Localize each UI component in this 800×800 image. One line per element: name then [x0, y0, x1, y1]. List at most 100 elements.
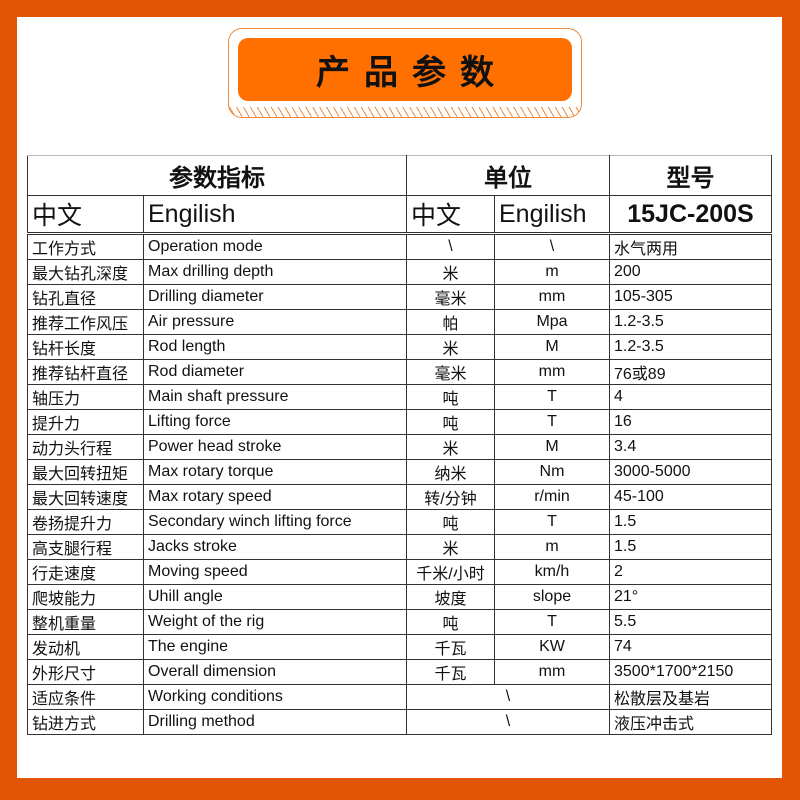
- cell-val: 21°: [609, 584, 772, 610]
- subheader-row: 中文 Engilish 中文 Engilish 15JC-200S: [27, 195, 772, 235]
- cell-val: 3000-5000: [609, 459, 772, 485]
- header-param: 参数指标: [27, 155, 407, 196]
- cell-en: Air pressure: [143, 309, 407, 335]
- spec-table: 参数指标 单位 型号 中文 Engilish 中文 Engilish 15JC-…: [27, 155, 772, 735]
- table-row: 推荐工作风压 Air pressure 帕 Mpa 1.2-3.5: [27, 309, 772, 335]
- cell-uen: \: [494, 233, 610, 260]
- cell-unit: \: [406, 684, 610, 710]
- cell-uen: T: [494, 384, 610, 410]
- cell-val: 3500*1700*2150: [609, 659, 772, 685]
- cell-ucn: 米: [406, 434, 495, 460]
- table-row: 钻孔直径 Drilling diameter 毫米 mm 105-305: [27, 284, 772, 310]
- cell-val: 水气两用: [609, 233, 772, 260]
- cell-en: Lifting force: [143, 409, 407, 435]
- cell-cn: 适应条件: [27, 684, 144, 710]
- subheader-cn: 中文: [27, 195, 144, 235]
- cell-ucn: 帕: [406, 309, 495, 335]
- cell-cn: 外形尺寸: [27, 659, 144, 685]
- cell-en: Working conditions: [143, 684, 407, 710]
- cell-uen: T: [494, 409, 610, 435]
- cell-ucn: 毫米: [406, 284, 495, 310]
- title-badge: 产品参数: [238, 38, 572, 101]
- cell-cn: 提升力: [27, 409, 144, 435]
- table-row: 卷扬提升力 Secondary winch lifting force 吨 T 1.5: [27, 509, 772, 535]
- cell-ucn: \: [406, 233, 495, 260]
- cell-val: 液压冲击式: [609, 709, 772, 735]
- cell-en: Weight of the rig: [143, 609, 407, 635]
- subheader-en: Engilish: [143, 195, 407, 235]
- subheader-model: 15JC-200S: [609, 195, 772, 235]
- cell-cn: 整机重量: [27, 609, 144, 635]
- cell-val: 16: [609, 409, 772, 435]
- cell-en: Overall dimension: [143, 659, 407, 685]
- cell-cn: 轴压力: [27, 384, 144, 410]
- header-row: 参数指标 单位 型号: [27, 155, 772, 196]
- cell-en: Operation mode: [143, 233, 407, 260]
- cell-uen: mm: [494, 359, 610, 385]
- cell-cn: 最大钻孔深度: [27, 259, 144, 285]
- cell-val: 105-305: [609, 284, 772, 310]
- cell-val: 45-100: [609, 484, 772, 510]
- cell-cn: 最大回转速度: [27, 484, 144, 510]
- table-row: 提升力 Lifting force 吨 T 16: [27, 409, 772, 435]
- cell-val: 1.2-3.5: [609, 334, 772, 360]
- cell-ucn: 吨: [406, 384, 495, 410]
- cell-ucn: 千瓦: [406, 634, 495, 660]
- cell-val: 2: [609, 559, 772, 585]
- table-row: 外形尺寸 Overall dimension 千瓦 mm 3500*1700*2150: [27, 659, 772, 685]
- cell-cn: 发动机: [27, 634, 144, 660]
- table-row: 轴压力 Main shaft pressure 吨 T 4: [27, 384, 772, 410]
- table-row: 适应条件 Working conditions \ 松散层及基岩: [27, 684, 772, 710]
- cell-en: Max rotary speed: [143, 484, 407, 510]
- cell-en: Moving speed: [143, 559, 407, 585]
- subheader-unit-en: Engilish: [494, 195, 610, 235]
- cell-val: 76或89: [609, 359, 772, 385]
- cell-ucn: 吨: [406, 409, 495, 435]
- cell-en: Max drilling depth: [143, 259, 407, 285]
- cell-ucn: 千米/小时: [406, 559, 495, 585]
- table-row: 最大回转扭矩 Max rotary torque 纳米 Nm 3000-5000: [27, 459, 772, 485]
- cell-cn: 卷扬提升力: [27, 509, 144, 535]
- cell-val: 4: [609, 384, 772, 410]
- cell-cn: 最大回转扭矩: [27, 459, 144, 485]
- cell-val: 200: [609, 259, 772, 285]
- cell-ucn: 吨: [406, 509, 495, 535]
- table-row: 钻杆长度 Rod length 米 M 1.2-3.5: [27, 334, 772, 360]
- cell-uen: Nm: [494, 459, 610, 485]
- header-model: 型号: [609, 155, 772, 196]
- cell-en: Drilling method: [143, 709, 407, 735]
- cell-ucn: 米: [406, 334, 495, 360]
- cell-cn: 高支腿行程: [27, 534, 144, 560]
- cell-cn: 钻进方式: [27, 709, 144, 735]
- cell-ucn: 米: [406, 259, 495, 285]
- cell-ucn: 米: [406, 534, 495, 560]
- cell-uen: KW: [494, 634, 610, 660]
- header-unit: 单位: [406, 155, 610, 196]
- table-row: 行走速度 Moving speed 千米/小时 km/h 2: [27, 559, 772, 585]
- table-row: 最大回转速度 Max rotary speed 转/分钟 r/min 45-100: [27, 484, 772, 510]
- cell-ucn: 转/分钟: [406, 484, 495, 510]
- cell-uen: T: [494, 509, 610, 535]
- table-row: 钻进方式 Drilling method \ 液压冲击式: [27, 709, 772, 735]
- cell-en: Rod diameter: [143, 359, 407, 385]
- table-row: 工作方式 Operation mode \ \ 水气两用: [27, 233, 772, 260]
- cell-en: Power head stroke: [143, 434, 407, 460]
- cell-uen: m: [494, 259, 610, 285]
- cell-val: 1.5: [609, 509, 772, 535]
- cell-val: 松散层及基岩: [609, 684, 772, 710]
- cell-ucn: 坡度: [406, 584, 495, 610]
- table-row: 发动机 The engine 千瓦 KW 74: [27, 634, 772, 660]
- cell-en: Secondary winch lifting force: [143, 509, 407, 535]
- cell-en: Jacks stroke: [143, 534, 407, 560]
- cell-val: 74: [609, 634, 772, 660]
- cell-cn: 爬坡能力: [27, 584, 144, 610]
- cell-cn: 推荐工作风压: [27, 309, 144, 335]
- cell-cn: 行走速度: [27, 559, 144, 585]
- cell-unit: \: [406, 709, 610, 735]
- cell-ucn: 纳米: [406, 459, 495, 485]
- cell-en: Main shaft pressure: [143, 384, 407, 410]
- cell-uen: Mpa: [494, 309, 610, 335]
- cell-val: 5.5: [609, 609, 772, 635]
- cell-uen: T: [494, 609, 610, 635]
- cell-en: Max rotary torque: [143, 459, 407, 485]
